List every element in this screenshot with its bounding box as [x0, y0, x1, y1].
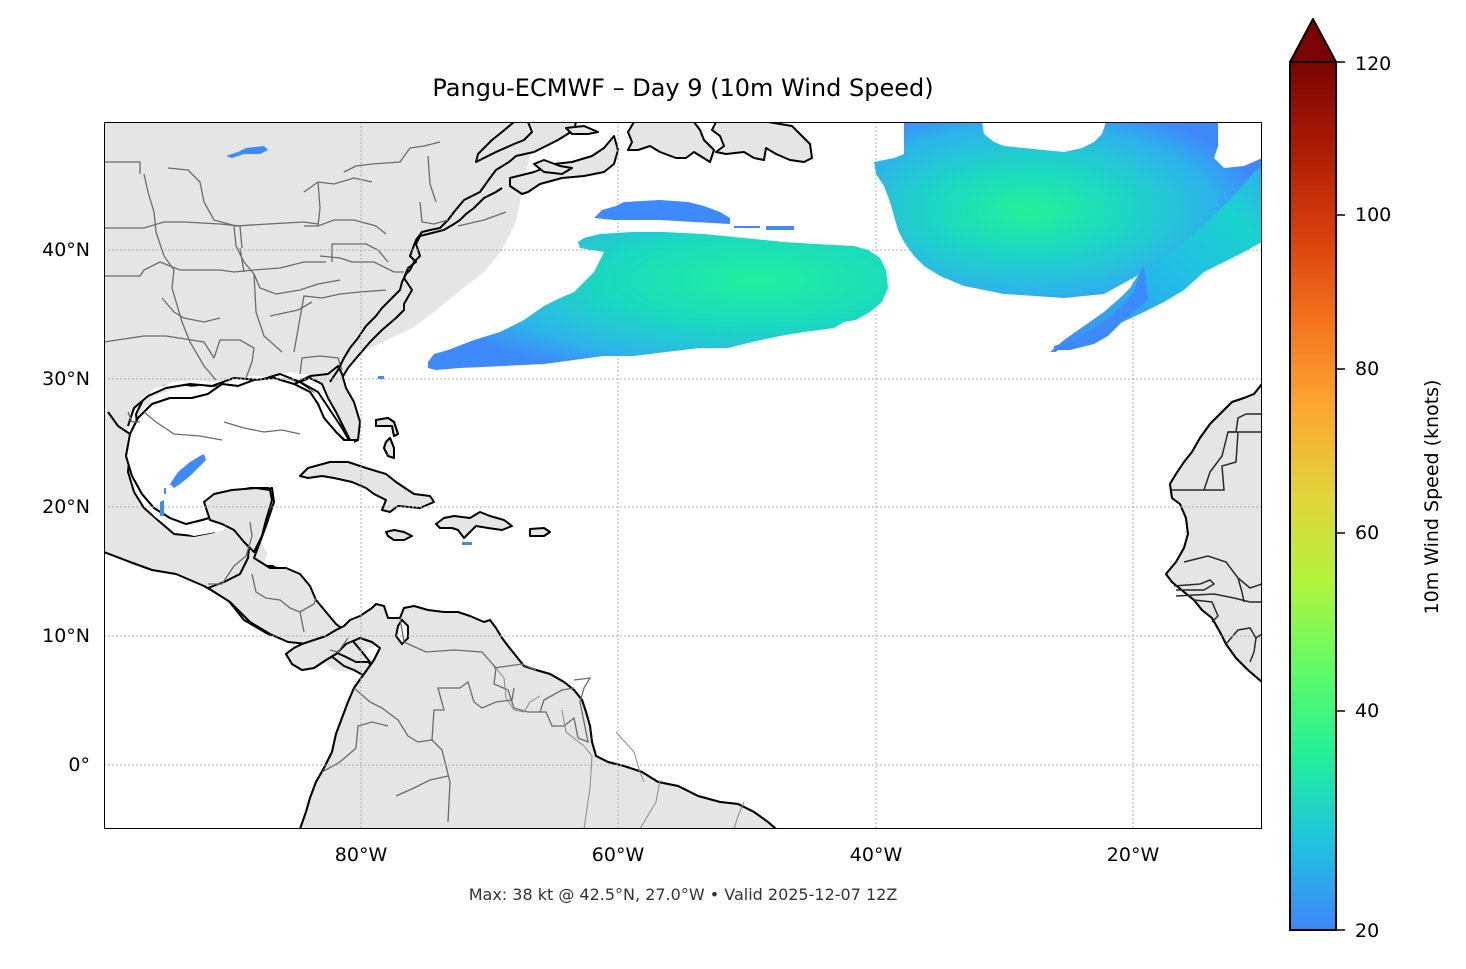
- land-florida: [292, 364, 361, 441]
- wind-jet-band: [427, 231, 888, 370]
- colorbar-tick-120: 120: [1355, 53, 1392, 75]
- x-tick-label-80w: 80°W: [334, 844, 388, 866]
- colorbar-label: 10m Wind Speed (knots): [1421, 379, 1443, 615]
- y-tick-label-30n: 30°N: [42, 368, 90, 390]
- land-nova-scotia: [508, 134, 619, 195]
- colorbar-tick-100: 100: [1355, 204, 1392, 226]
- land-yucatan: [202, 486, 273, 553]
- colorbar-extend-max-arrow: [1289, 18, 1337, 63]
- x-tick-label-40w: 40°W: [849, 844, 903, 866]
- colorbar-tick-20: 20: [1355, 920, 1380, 942]
- wind-lake-superior: [225, 145, 268, 158]
- colorbar-tick-60: 60: [1355, 522, 1380, 544]
- y-tick-label-40n: 40°N: [42, 239, 90, 261]
- land-cuba-top: [298, 460, 435, 513]
- y-tick-label-10n: 10°N: [42, 625, 90, 647]
- gulf-fill: [125, 377, 354, 524]
- map-plot-area: [104, 122, 1262, 829]
- minor-borders: [495, 667, 744, 828]
- caribbean-water: [259, 451, 604, 640]
- land-africa-top: [1164, 382, 1261, 683]
- wind-speed-field: [159, 123, 1261, 545]
- wind-ne-cyclone: [873, 123, 1261, 298]
- y-tick-label-20n: 20°N: [42, 496, 90, 518]
- max-wind-caption: Max: 38 kt @ 42.5°N, 27.0°W • Valid 2025…: [468, 885, 898, 904]
- land-south-america-top: [284, 602, 777, 828]
- y-tick-label-0: 0°: [68, 754, 90, 776]
- colorbar-tick-40: 40: [1355, 700, 1380, 722]
- wind-gulf-streak: [169, 453, 206, 488]
- colorbar-tick-80: 80: [1355, 358, 1380, 380]
- wind-trailing-band: [1049, 165, 1261, 352]
- chart-title: Pangu-ECMWF – Day 9 (10m Wind Speed): [432, 74, 934, 102]
- x-tick-label-60w: 60°W: [591, 844, 645, 866]
- atlantic-canada: [474, 123, 715, 163]
- country-state-borders: [105, 140, 591, 822]
- land-newfoundland: [710, 123, 813, 163]
- land-pei: [532, 158, 573, 175]
- colorbar: [1289, 18, 1345, 931]
- africa-borders: [1171, 412, 1261, 662]
- x-tick-label-20w: 20°W: [1106, 844, 1160, 866]
- land-anticosti: [564, 124, 599, 135]
- wind-band-north: [593, 199, 730, 224]
